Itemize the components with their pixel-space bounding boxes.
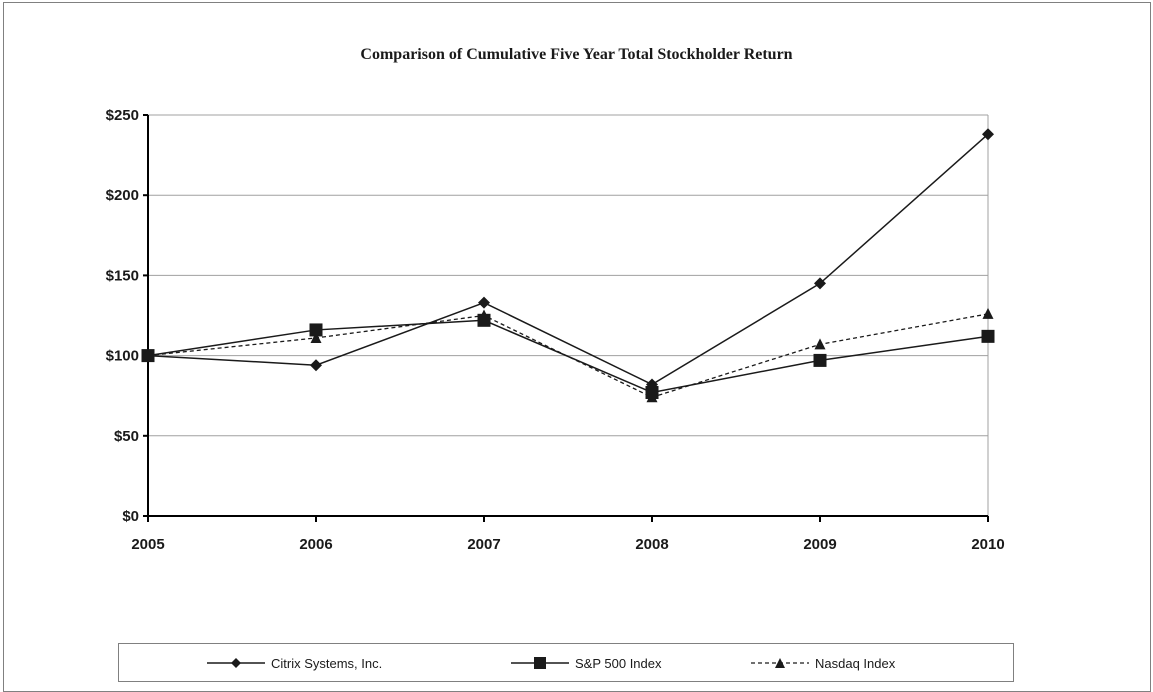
legend-label-nasdaq: Nasdaq Index [815,655,896,671]
data-point-diamond [814,277,826,290]
legend-label-sp500: S&P 500 Index [575,655,662,671]
y-tick-label: $0 [122,508,139,525]
data-point-triangle [814,338,826,350]
data-point-triangle [982,307,994,319]
data-point-diamond [142,349,154,362]
legend-swatch-sp500 [511,657,569,669]
data-point-square [981,329,995,343]
legend-item-nasdaq: Nasdaq Index [751,654,895,672]
chart-frame [3,2,1151,692]
legend: Citrix Systems, Inc. S&P 500 Index Nasda… [118,643,1014,682]
y-tick-label: $50 [114,428,139,445]
x-tick-label: 2005 [131,536,164,553]
data-point-square [477,313,491,327]
chart-plot: $0 $50 $100 $150 $200 $250 2005 2006 2007 2008 200… [106,107,1005,553]
data-point-square [309,323,323,337]
chart-title: Comparison of Cumulative Five Year Total… [360,46,793,63]
legend-label-citrix: Citrix Systems, Inc. [271,655,383,671]
y-tick-label: $250 [106,107,139,124]
x-tick-label: 2010 [971,536,1004,553]
data-point-square [645,385,659,399]
y-tick-label: $100 [106,348,139,365]
series-line-diamond [147,133,989,386]
legend-swatch-citrix [207,658,265,668]
series-line-square [147,319,989,394]
x-tick-label: 2008 [635,536,668,553]
data-point-diamond [982,128,994,141]
data-point-diamond [478,296,490,309]
legend-swatch-nasdaq [751,658,809,668]
data-point-triangle [310,331,322,343]
y-tick-label: $200 [106,187,139,204]
series-line-triangle [147,313,989,399]
data-point-diamond [646,378,658,391]
data-point-square [813,353,827,367]
legend-item-sp500: S&P 500 Index [511,654,662,672]
y-tick-label: $150 [106,267,139,284]
x-tick-label: 2009 [803,536,836,553]
data-point-diamond [310,359,322,372]
legend-item-citrix: Citrix Systems, Inc. [207,654,382,672]
x-tick-label: 2007 [467,536,500,553]
x-tick-label: 2006 [299,536,332,553]
